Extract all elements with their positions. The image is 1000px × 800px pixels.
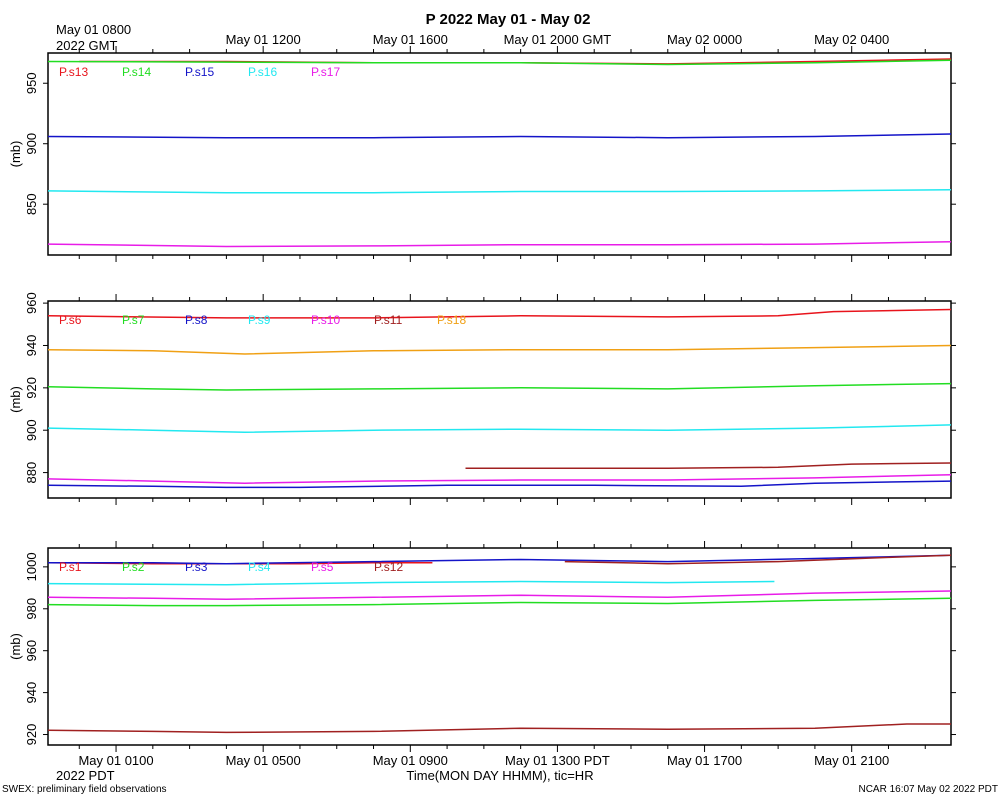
y-tick-label: 920 — [24, 724, 39, 746]
legend-entry: P.s14 — [122, 65, 151, 79]
legend-entry: P.s3 — [185, 560, 208, 574]
y-tick-label: 980 — [24, 598, 39, 620]
chart-panels: 850 900 950 (mb) P.s13 P.s14 P.s15 P.s16 P.s17 88… — [8, 46, 956, 752]
series-line-p-s2 — [47, 597, 952, 607]
panel-3: 920 940 960 980 1000 (mb) P.s1 P.s2 P.s3 P.s4 P.s5… — [8, 541, 956, 752]
series-line-p-s16 — [47, 188, 952, 194]
top-axis-tick-label: May 02 0400 — [814, 32, 889, 47]
y-tick-label: 940 — [24, 335, 39, 357]
top-axis-tick-label: May 01 2000 GMT — [504, 32, 612, 47]
series-line-p-s15 — [47, 133, 952, 139]
series-line-p-s8 — [47, 480, 952, 489]
bottom-axis-tick-label: May 01 0500 — [226, 753, 301, 768]
y-axis-label: (mb) — [8, 633, 23, 660]
y-tick-label: 850 — [24, 193, 39, 215]
series-line-p-s6 — [47, 308, 952, 319]
panel-frame — [47, 547, 952, 746]
top-axis-tick-labels: May 01 1200 May 01 1600 May 01 2000 GMT May… — [226, 32, 890, 47]
legend-entry: P.s18 — [437, 313, 466, 327]
panel-frame — [47, 52, 952, 256]
x-axis-label: Time(MON DAY HHMM), tic=HR — [406, 768, 593, 783]
bottom-axis-tick-label: May 01 1300 PDT — [505, 753, 610, 768]
series-line-p-s4 — [47, 580, 775, 586]
y-axis-label: (mb) — [8, 141, 23, 168]
top-axis-tick-label: May 01 1200 — [226, 32, 301, 47]
legend-entry: P.s16 — [248, 65, 277, 79]
bottom-axis-tick-label: May 01 0900 — [373, 753, 448, 768]
series-line-p-s11 — [465, 462, 952, 470]
series-line-p-s12b — [564, 554, 952, 565]
series-line-p-s18 — [47, 344, 952, 355]
bottom-axis-sublabel: 2022 PDT — [56, 768, 115, 783]
panel-1: 850 900 950 (mb) P.s13 P.s14 P.s15 P.s16 P.s17 — [8, 46, 956, 262]
legend-entry: P.s12 — [374, 560, 403, 574]
legend-entry: P.s13 — [59, 65, 88, 79]
y-tick-label: 920 — [24, 377, 39, 399]
legend-entry: P.s6 — [59, 313, 82, 327]
legend-entry: P.s9 — [248, 313, 271, 327]
top-axis-tick-label: May 01 1600 — [373, 32, 448, 47]
legend-entry: P.s7 — [122, 313, 145, 327]
y-tick-label: 880 — [24, 462, 39, 484]
panel-frame — [47, 300, 952, 499]
series-line-p-s5 — [47, 590, 952, 601]
series-line-p-s12 — [47, 723, 951, 734]
y-axis-label: (mb) — [8, 386, 23, 413]
top-axis-tick-label: May 02 0000 — [667, 32, 742, 47]
y-tick-label: 900 — [24, 419, 39, 441]
bottom-axis-tick-label: May 01 1700 — [667, 753, 742, 768]
y-tick-label: 960 — [24, 640, 39, 662]
legend-entry: P.s15 — [185, 65, 214, 79]
legend-entry: P.s11 — [374, 313, 403, 327]
legend-entry: P.s17 — [311, 65, 340, 79]
y-tick-label: 1000 — [24, 552, 39, 581]
series-line-p-s17 — [47, 240, 952, 248]
series-line-p-s14 — [47, 59, 952, 66]
y-tick-label: 960 — [24, 292, 39, 314]
chart-title: P 2022 May 01 - May 02 — [426, 11, 591, 28]
panel-2: 880 900 920 940 960 (mb) P.s6 P.s7 P.s8 P.s9 P.s10… — [8, 292, 956, 505]
bottom-axis-tick-labels: May 01 0100 May 01 0500 May 01 0900 May 01 … — [78, 753, 889, 768]
series-line-p-s10 — [47, 473, 952, 484]
legend-entry: P.s10 — [311, 313, 340, 327]
bottom-axis-tick-label: May 01 2100 — [814, 753, 889, 768]
footer-right: NCAR 16:07 May 02 2022 PDT — [858, 784, 998, 795]
y-tick-label: 950 — [24, 72, 39, 94]
legend-entry: P.s2 — [122, 560, 145, 574]
series-line-p-s3 — [48, 554, 952, 565]
y-tick-label: 900 — [24, 133, 39, 155]
legend-entry: P.s8 — [185, 313, 208, 327]
bottom-axis-tick-label: May 01 0100 — [78, 753, 153, 768]
legend-entry: P.s4 — [248, 560, 271, 574]
legend-entry: P.s5 — [311, 560, 334, 574]
series-line-p-s7 — [47, 382, 952, 391]
legend-entry: P.s1 — [59, 560, 82, 574]
y-tick-label: 940 — [24, 682, 39, 704]
footer-left: SWEX: preliminary field observations — [2, 784, 167, 795]
series-line-p-s9 — [47, 424, 952, 434]
top-axis-first-sublabel: 2022 GMT — [56, 38, 117, 53]
top-axis-first-label: May 01 0800 — [56, 22, 131, 37]
